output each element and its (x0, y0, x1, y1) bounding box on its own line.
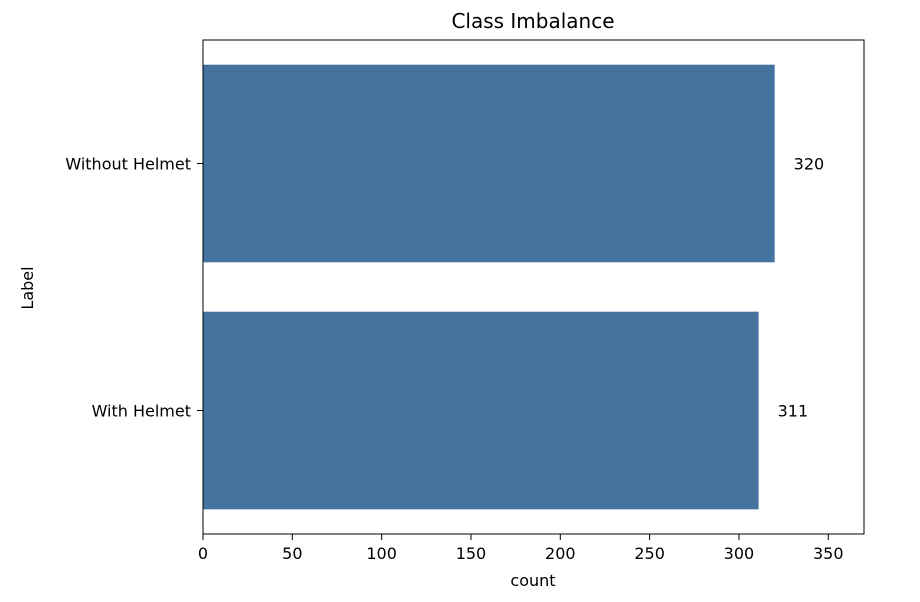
x-tick-label-4: 200 (545, 544, 576, 563)
x-tick-label-5: 250 (634, 544, 665, 563)
x-tick-label-0: 0 (198, 544, 208, 563)
x-tick-label-3: 150 (456, 544, 487, 563)
x-tick-label-2: 100 (366, 544, 397, 563)
x-axis-label: count (510, 571, 555, 590)
chart-title: Class Imbalance (451, 9, 614, 33)
data-label-1: 311 (778, 402, 809, 421)
y-tick-label-0: Without Helmet (65, 155, 191, 174)
data-label-0: 320 (794, 155, 825, 174)
y-tick-label-1: With Helmet (92, 402, 191, 421)
bar-data-labels: 320 311 (778, 155, 825, 421)
bar-1 (203, 311, 759, 510)
y-axis-label: Label (18, 266, 37, 309)
x-tick-label-1: 50 (282, 544, 302, 563)
x-axis-ticks: 0 50 100 150 200 250 300 350 (198, 534, 844, 563)
x-tick-label-6: 300 (724, 544, 755, 563)
x-tick-label-7: 350 (813, 544, 844, 563)
y-axis-ticks: Without Helmet With Helmet (65, 155, 203, 421)
plot-frame (202, 39, 865, 535)
bar-0 (203, 64, 775, 263)
bars-layer (203, 64, 775, 510)
